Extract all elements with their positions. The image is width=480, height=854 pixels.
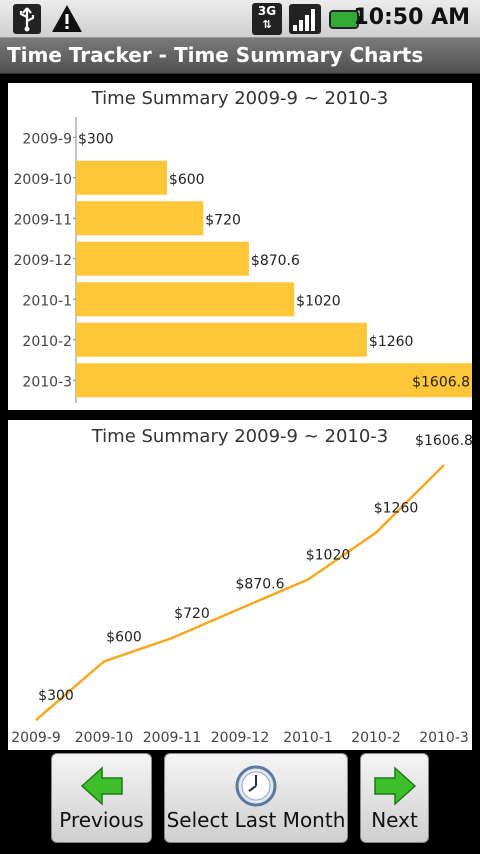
bar-data-label: $300 — [78, 131, 114, 147]
previous-button-label: Previous — [59, 808, 144, 832]
line-data-label: $870.6 — [236, 577, 285, 593]
bar-chart-title: Time Summary 2009-9 ~ 2010-3 — [91, 88, 389, 109]
bar-category-label: 2009-10 — [14, 172, 73, 188]
bar — [76, 322, 367, 357]
bottom-button-bar: Previous Select Last Month Next — [0, 750, 480, 854]
status-clock: 10:50 AM — [353, 5, 470, 30]
battery-icon — [329, 10, 361, 29]
bar-category-label: 2009-9 — [22, 131, 72, 147]
bar-data-label: $1606.8 — [412, 374, 470, 390]
bar-category-label: 2010-3 — [22, 374, 72, 390]
bar-category-label: 2010-2 — [22, 334, 72, 350]
select-last-month-button[interactable]: Select Last Month — [164, 753, 348, 843]
clock-icon — [235, 765, 277, 807]
line-category-label: 2010-2 — [351, 730, 401, 746]
next-button[interactable]: Next — [360, 753, 429, 843]
bar — [76, 160, 167, 195]
line-chart: $300 2009-9 $600 2009-10 $720 2009-11 $870.6 20… — [11, 433, 472, 746]
usb-icon — [13, 4, 41, 34]
bar-data-label: $870.6 — [251, 253, 300, 269]
line-category-label: 2010-1 — [283, 730, 333, 746]
line-category-label: 2009-12 — [211, 730, 270, 746]
arrow-left-icon — [80, 766, 123, 806]
previous-button[interactable]: Previous — [51, 753, 152, 843]
line-category-label: 2009-9 — [11, 730, 61, 746]
line-category-label: 2010-3 — [419, 730, 469, 746]
line-data-label: $300 — [38, 688, 74, 704]
bar-chart: 2009-9 $300 2009-10 $600 2009-11 $720 2009-12 $… — [14, 117, 472, 403]
status-bar: 3G ⇅ 10:50 AM — [0, 0, 480, 38]
bar-category-label: 2010-1 — [22, 293, 72, 309]
line-data-label: $1020 — [306, 548, 351, 564]
bar-chart-panel: Time Summary 2009-9 ~ 2010-3 2009-9 $300 2… — [8, 83, 472, 410]
bar-data-label: $600 — [169, 172, 205, 188]
signal-icon — [289, 4, 321, 34]
bar — [76, 363, 472, 398]
line-data-label: $600 — [106, 629, 142, 645]
line-category-label: 2009-11 — [143, 730, 202, 746]
line-chart-panel: Time Summary 2009-9 ~ 2010-3 $300 2009-9 $… — [8, 420, 472, 750]
line-category-label: 2009-10 — [75, 730, 134, 746]
bar-data-label: $720 — [205, 212, 241, 228]
line-data-label: $1606.8 — [415, 433, 472, 449]
line-chart-title: Time Summary 2009-9 ~ 2010-3 — [91, 426, 389, 447]
bar — [76, 241, 249, 276]
warning-icon — [52, 5, 82, 32]
bar-data-label: $1260 — [369, 334, 414, 350]
network-3g-icon: 3G ⇅ — [252, 3, 282, 35]
network-label: 3G — [257, 4, 277, 18]
app-title: Time Tracker - Time Summary Charts — [7, 43, 424, 67]
arrow-right-icon — [373, 766, 416, 806]
bar — [76, 282, 295, 317]
bar-data-label: $1020 — [296, 293, 341, 309]
select-last-month-label: Select Last Month — [166, 808, 346, 832]
title-bar: Time Tracker - Time Summary Charts — [0, 38, 480, 74]
next-button-label: Next — [371, 808, 418, 832]
bar-category-label: 2009-12 — [14, 253, 73, 269]
bar-category-label: 2009-11 — [14, 212, 73, 228]
bar — [76, 201, 204, 236]
line-data-label: $720 — [174, 606, 210, 622]
line-data-label: $1260 — [374, 501, 419, 517]
